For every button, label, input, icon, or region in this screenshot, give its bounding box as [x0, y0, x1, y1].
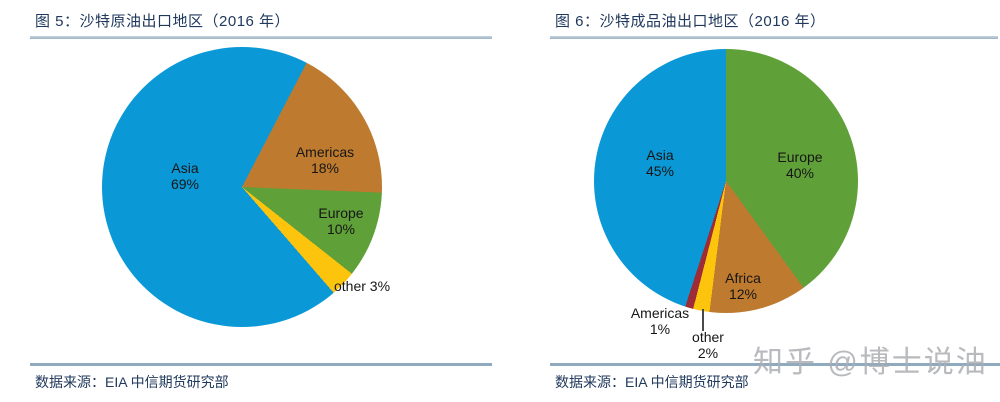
refined-oil-export-pie-chart: [594, 49, 858, 313]
slice-label-americas: Americas 18%: [295, 144, 355, 176]
slice-label-asia: Asia 69%: [170, 160, 200, 192]
slice-label-africa: Africa 12%: [725, 270, 761, 302]
figure-6-panel: 图 6：沙特成品油出口地区（2016 年） Asia 45% Europe 40…: [550, 0, 1000, 402]
figure-6-title-divider: [550, 36, 998, 39]
figure-5-source-divider: [30, 363, 492, 366]
figure-6-title: 图 6：沙特成品油出口地区（2016 年）: [555, 13, 826, 30]
slice-label-americas: Americas 1%: [630, 305, 690, 337]
slice-label-other: other 3%: [333, 278, 391, 294]
figure-6-data-source: 数据来源：EIA 中信期货研究部: [555, 374, 749, 390]
figure-6-source-divider: [550, 363, 1000, 366]
crude-oil-export-pie-chart: [102, 47, 382, 327]
slice-label-other: other 2%: [692, 329, 724, 361]
zhihu-watermark: 知乎 @博士说油: [753, 346, 988, 379]
other-slice-leader-line: [702, 309, 704, 331]
slice-label-europe: Europe 40%: [777, 149, 823, 181]
slice-label-europe: Europe 10%: [318, 205, 364, 237]
figure-5-title: 图 5：沙特原油出口地区（2016 年）: [35, 13, 291, 30]
figure-5-panel: 图 5：沙特原油出口地区（2016 年） Asia 69% Americas 1…: [30, 0, 492, 402]
figure-5-data-source: 数据来源：EIA 中信期货研究部: [35, 374, 229, 390]
figure-5-title-divider: [30, 36, 492, 39]
slice-label-asia: Asia 45%: [645, 147, 675, 179]
